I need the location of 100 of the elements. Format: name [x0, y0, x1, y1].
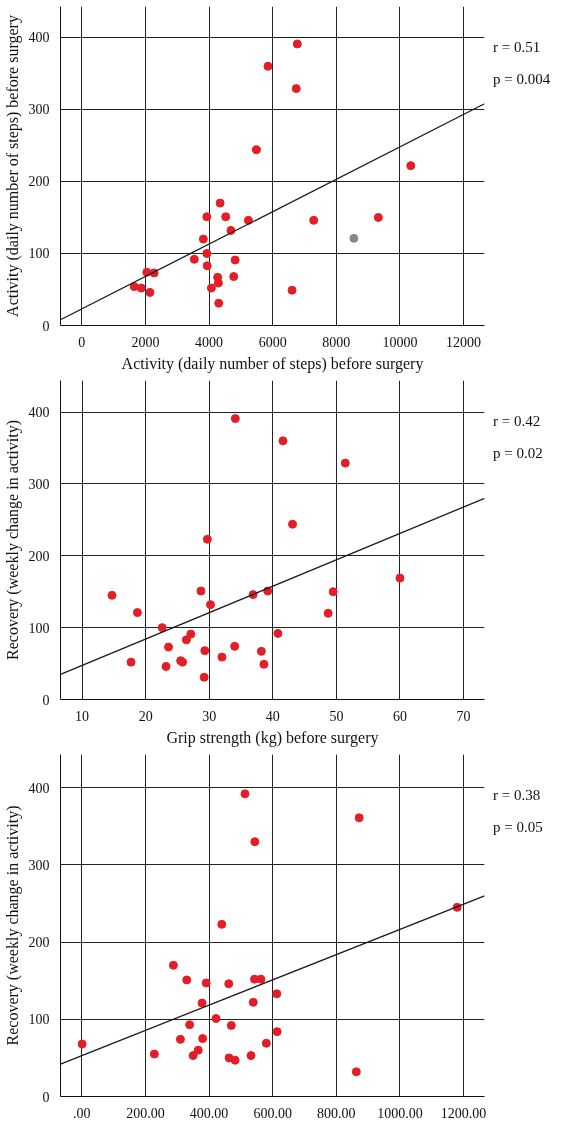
x-tick-label: 2000	[131, 334, 160, 350]
y-tick-label: 0	[42, 318, 50, 334]
point	[292, 39, 302, 49]
x-tick-label: 30	[202, 708, 217, 724]
point	[211, 1014, 221, 1024]
y-tick-label: 200	[28, 548, 50, 564]
point	[202, 212, 212, 222]
point	[206, 283, 216, 293]
x-tick-label: .00	[73, 1105, 91, 1121]
point	[287, 285, 297, 295]
point	[202, 261, 212, 271]
point	[193, 1045, 203, 1055]
point	[351, 1067, 361, 1077]
point	[214, 298, 224, 308]
point	[256, 974, 266, 984]
point	[201, 978, 211, 988]
point	[240, 789, 250, 799]
x-tick-label: 70	[456, 708, 471, 724]
y-tick-label: 0	[42, 1089, 50, 1105]
point	[199, 672, 209, 682]
point	[221, 212, 231, 222]
point	[291, 84, 301, 94]
x-tick-label: 8000	[322, 334, 351, 350]
point	[182, 975, 192, 985]
y-tick-label: 300	[28, 857, 50, 873]
y-axis-title: Activity (daily number of steps) before surgery	[3, 15, 22, 317]
point	[198, 1034, 208, 1044]
point	[256, 646, 266, 656]
point	[202, 534, 212, 544]
point	[230, 641, 240, 651]
point	[186, 629, 196, 639]
point	[202, 249, 212, 258]
x-tick-label: 40	[265, 708, 280, 724]
point	[246, 1051, 256, 1061]
point	[107, 590, 117, 600]
point	[200, 646, 210, 656]
point	[224, 979, 234, 989]
x-tick-label: 10	[75, 708, 90, 724]
point	[263, 61, 273, 71]
point	[189, 254, 199, 264]
point	[157, 623, 167, 633]
y-tick-label: 100	[28, 246, 50, 262]
point	[206, 600, 216, 610]
x-tick-label: 6000	[258, 334, 287, 350]
point	[198, 234, 208, 244]
point	[248, 997, 258, 1007]
y-tick-label: 300	[28, 102, 50, 118]
y-tick-label: 300	[28, 476, 50, 492]
x-tick-label: 600.00	[253, 1105, 292, 1121]
text: r = 0.38	[493, 786, 541, 805]
point	[230, 255, 240, 265]
point	[197, 998, 207, 1008]
point	[323, 608, 333, 618]
point	[217, 919, 227, 929]
text: r = 0.42	[493, 412, 541, 431]
point	[126, 657, 136, 667]
point	[181, 635, 191, 645]
point	[261, 1038, 271, 1048]
x-tick-label: 60	[392, 708, 407, 724]
point	[349, 233, 359, 243]
point	[136, 283, 146, 293]
point	[230, 414, 240, 424]
point	[226, 1020, 236, 1030]
point	[77, 1039, 87, 1049]
y-tick-label: 100	[28, 1012, 50, 1028]
point	[149, 1049, 159, 1059]
point	[340, 458, 350, 468]
text: p = 0.05	[493, 818, 543, 837]
point	[272, 989, 282, 999]
point	[251, 145, 261, 155]
y-tick-label: 400	[28, 780, 50, 796]
point	[132, 608, 142, 618]
point	[175, 1034, 185, 1044]
x-tick-label: 10000	[382, 334, 418, 350]
x-tick-label: 800.00	[317, 1105, 356, 1121]
point	[395, 573, 405, 583]
point	[328, 587, 338, 597]
point	[215, 198, 225, 208]
point	[406, 161, 416, 171]
point	[288, 519, 298, 529]
x-tick-label: 4000	[195, 334, 224, 350]
point	[250, 837, 260, 847]
text: p = 0.004	[493, 70, 551, 89]
point	[188, 1051, 198, 1061]
point	[373, 212, 383, 222]
y-tick-label: 200	[28, 174, 50, 190]
y-tick-label: 0	[42, 692, 50, 708]
point	[243, 215, 253, 225]
point	[217, 652, 227, 662]
point	[230, 1055, 240, 1065]
y-axis-title: Recovery (weekly change in activity)	[3, 420, 22, 660]
point	[145, 287, 155, 297]
point	[273, 628, 283, 638]
point	[229, 272, 239, 282]
x-tick-label: 200.00	[126, 1105, 165, 1121]
point	[259, 659, 269, 669]
x-tick-label: 20	[138, 708, 153, 724]
x-axis-title: Grip strength (kg) before surgery	[166, 728, 379, 747]
point	[278, 436, 288, 446]
y-tick-label: 100	[28, 620, 50, 636]
